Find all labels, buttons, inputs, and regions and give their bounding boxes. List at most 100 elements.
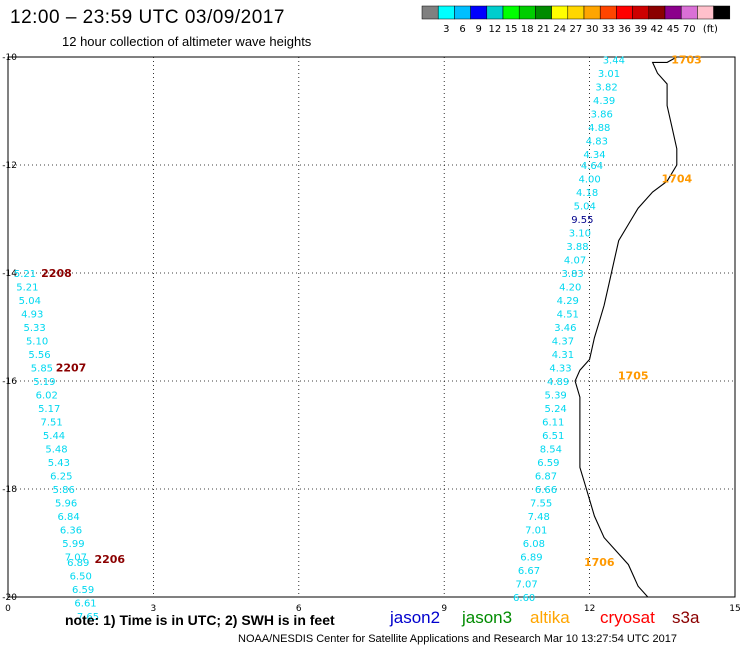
legend-label: 12 — [489, 24, 502, 35]
color-scale-legend: 3 6 9 12 15 18 21 24 27 30 33 36 39 42 45 70 (ft) — [421, 5, 731, 35]
legend-label: 70 — [683, 24, 696, 35]
wave-height-label: 5.39 — [545, 391, 567, 402]
wave-height-label: 5.86 — [53, 485, 75, 496]
y-tick-label: -18 — [2, 485, 17, 495]
legend-label: 42 — [651, 24, 664, 35]
pass-time-label: 1705 — [618, 370, 649, 383]
wave-height-label: 6.60 — [513, 593, 535, 604]
wave-height-label: 6.89 — [520, 553, 542, 564]
mission-label-altika: altika — [530, 608, 570, 627]
wave-height-label: 6.11 — [542, 418, 564, 429]
legend-label: 6 — [459, 24, 465, 35]
pass-time-label: 1706 — [584, 556, 615, 569]
wave-height-label: 5.10 — [26, 337, 48, 348]
wave-height-label: 4.33 — [549, 364, 571, 375]
wave-height-label: 5.56 — [28, 350, 50, 361]
wave-height-label: 5.19 — [33, 377, 55, 388]
wave-height-label: 4.88 — [588, 123, 610, 134]
wave-height-label: 9.55 — [571, 215, 593, 226]
legend-label: 33 — [602, 24, 615, 35]
wave-height-label: 4.18 — [576, 188, 598, 199]
y-tick-label: -12 — [2, 161, 17, 171]
coastline — [574, 56, 678, 598]
pass-time-label: 1703 — [671, 54, 702, 67]
wave-height-label: 5.17 — [38, 404, 60, 415]
wave-height-label: 6.59 — [537, 458, 559, 469]
wave-height-label: 6.89 — [67, 558, 89, 569]
wave-height-label: 4.20 — [559, 283, 581, 294]
legend-label: 3 — [443, 24, 449, 35]
wave-height-label: 4.00 — [578, 175, 600, 186]
mission-label-cryosat: cryosat — [600, 608, 655, 627]
wave-height-label: 6.87 — [535, 472, 557, 483]
wave-height-label: 5.04 — [19, 296, 41, 307]
wave-height-label: 5.24 — [545, 404, 567, 415]
wave-height-label: 5.99 — [62, 539, 84, 550]
legend-label: 39 — [634, 24, 647, 35]
wave-height-label: 3.46 — [554, 323, 576, 334]
pass-time-label: 2207 — [56, 362, 87, 375]
y-tick-label: -14 — [2, 269, 17, 279]
page-subtitle: 12 hour collection of altimeter wave hei… — [62, 34, 312, 49]
wave-height-label: 4.39 — [593, 96, 615, 107]
wave-height-label: 7.07 — [515, 580, 537, 591]
wave-height-label: 4.34 — [583, 150, 605, 161]
legend-label: 45 — [667, 24, 680, 35]
wave-height-label: 6.02 — [36, 391, 58, 402]
x-tick-label: 9 — [441, 604, 447, 614]
wave-height-label: 3.10 — [569, 229, 591, 240]
wave-height-label: 4.29 — [557, 296, 579, 307]
wave-height-label: 3.82 — [595, 83, 617, 94]
wave-height-label: 6.50 — [70, 571, 92, 582]
legend-label: 24 — [553, 24, 566, 35]
x-tick-label: 0 — [5, 604, 11, 614]
legend-unit: (ft) — [703, 24, 718, 35]
map-frame — [7, 56, 736, 598]
wave-height-label: 6.61 — [74, 598, 96, 609]
pass-time-label: 1704 — [662, 173, 693, 186]
pass-time-label: 2208 — [41, 267, 72, 280]
wave-height-label: 3.44 — [603, 56, 625, 67]
wave-height-label: 5.04 — [574, 202, 596, 213]
wave-height-label: 6.84 — [57, 512, 79, 523]
y-tick-label: -20 — [2, 593, 17, 603]
x-tick-label: 12 — [584, 604, 595, 614]
wave-height-label: 5.43 — [48, 458, 70, 469]
x-tick-label: 3 — [151, 604, 157, 614]
wave-height-label: 3.88 — [566, 242, 588, 253]
pass-time-label: 2206 — [94, 553, 125, 566]
footer-credit: NOAA/NESDIS Center for Satellite Applica… — [238, 633, 678, 645]
wave-height-label: 7.07 — [65, 553, 87, 564]
wave-height-label: 6.36 — [60, 526, 82, 537]
wave-height-label: 3.86 — [591, 110, 613, 121]
wave-height-label: 3.01 — [598, 69, 620, 80]
mission-label-jason2: jason2 — [390, 608, 441, 627]
wave-height-label: 6.25 — [50, 472, 72, 483]
page-title: 12:00 – 23:59 UTC 03/09/2017 — [10, 7, 285, 28]
wave-height-label: 5.85 — [31, 364, 53, 375]
wave-height-label: 7.65 — [77, 612, 99, 623]
legend-label: 36 — [618, 24, 631, 35]
legend-label: 18 — [521, 24, 534, 35]
mission-label-jason3: jason3 — [462, 608, 513, 627]
wave-height-label: 5.48 — [45, 445, 67, 456]
wave-height-label: 4.83 — [586, 137, 608, 148]
x-tick-label: 6 — [296, 604, 302, 614]
legend-label: 9 — [476, 24, 482, 35]
wave-height-label: 6.51 — [542, 431, 564, 442]
wave-height-label: 7.51 — [40, 418, 62, 429]
wave-height-label: 7.01 — [525, 526, 547, 537]
wave-height-label: 4.51 — [557, 310, 579, 321]
wave-height-label: 4.31 — [552, 350, 574, 361]
wave-height-label: 5.96 — [55, 499, 77, 510]
x-tick-label: 15 — [729, 604, 740, 614]
wave-height-label: 7.55 — [530, 499, 552, 510]
wave-height-label: 6.66 — [535, 485, 557, 496]
wave-height-label: 5.21 — [16, 283, 38, 294]
wave-height-label: 5.21 — [14, 269, 36, 280]
wave-height-label: 3.83 — [562, 269, 584, 280]
mission-label-s3a: s3a — [672, 608, 700, 627]
footer-note: note: 1) Time is in UTC; 2) SWH is in fe… — [65, 612, 335, 628]
